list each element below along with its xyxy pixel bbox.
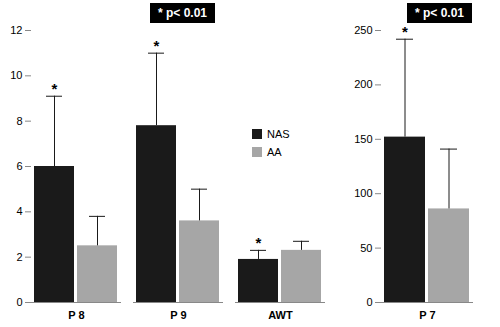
svg-text:6: 6 [16,160,22,172]
svg-text:2: 2 [16,251,22,263]
svg-text:P 9: P 9 [170,309,186,321]
svg-text:P 7: P 7 [419,309,435,321]
html-text:* p< 0.01: * p< 0.01 [158,6,207,20]
svg-text:0: 0 [366,296,372,308]
svg-text:150: 150 [354,133,372,145]
svg-text:*: * [256,234,262,251]
svg-text:50: 50 [360,242,372,254]
svg-text:0: 0 [16,296,22,308]
svg-text:100: 100 [354,187,372,199]
html-text:* p< 0.01: * p< 0.01 [415,6,464,20]
svg-text:*: * [402,23,408,40]
svg-text:250: 250 [354,24,372,36]
svg-text:200: 200 [354,78,372,90]
svg-text:AWT: AWT [268,309,293,321]
html-text:NAS: NAS [267,128,290,140]
svg-text:8: 8 [16,115,22,127]
svg-text:4: 4 [16,205,22,217]
svg-text:*: * [52,80,58,97]
html-text:AA: AA [267,146,282,158]
svg-text:P 8: P 8 [68,309,84,321]
svg-text:*: * [154,37,160,54]
svg-text:10: 10 [10,69,22,81]
svg-text:12: 12 [10,24,22,36]
